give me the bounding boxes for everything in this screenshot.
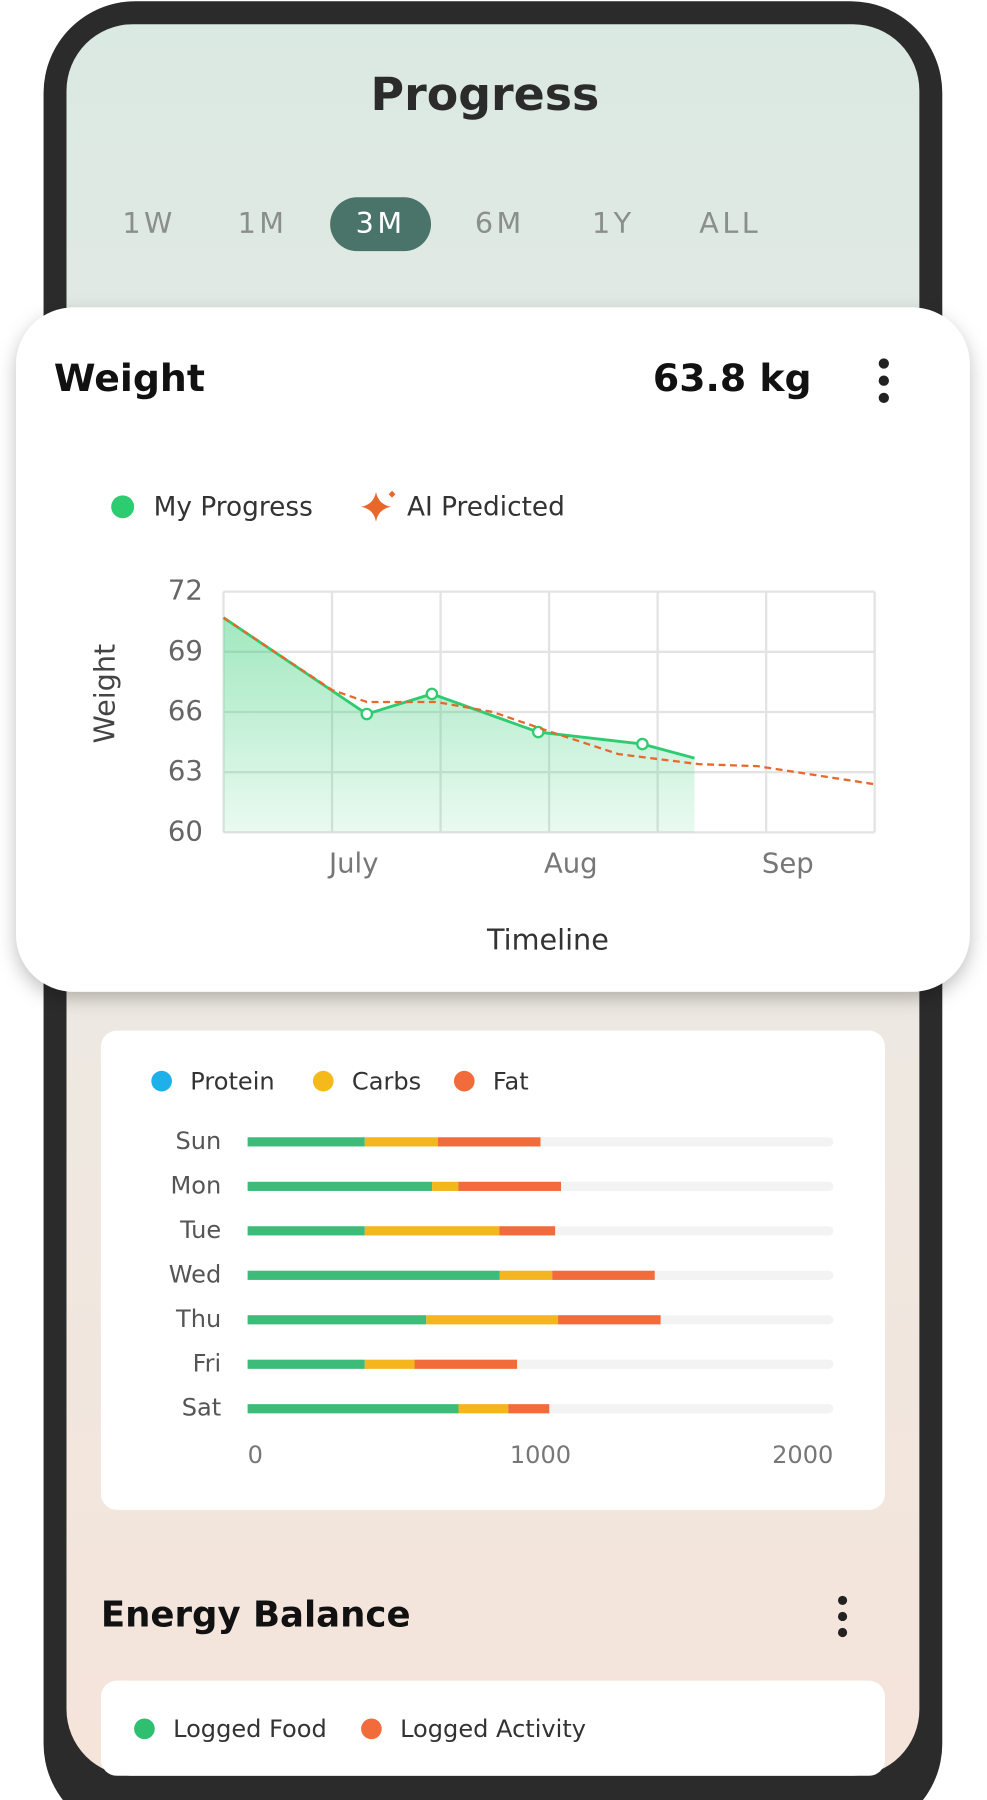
bar-segment (458, 1404, 509, 1414)
legend-dot (111, 495, 135, 519)
tab[interactable]: 1M (238, 206, 288, 240)
x-tick-label: July (327, 847, 378, 879)
bar-segment (247, 1315, 427, 1325)
legend-dot (312, 1070, 334, 1092)
legend-icon (361, 490, 396, 522)
category-label: Sun (175, 1127, 221, 1155)
bar-segment (508, 1404, 550, 1414)
bar-segment (364, 1226, 500, 1236)
y-tick-label: 66 (168, 695, 203, 727)
x-tick-label: 2000 (772, 1441, 833, 1469)
legend-label: Logged Activity (400, 1715, 586, 1743)
point-marker (425, 687, 439, 701)
point-marker (636, 737, 649, 751)
bar-segment (499, 1226, 556, 1236)
x-axis-label: Timeline (486, 922, 609, 956)
category-label: Mon (171, 1171, 222, 1199)
bar-segment (247, 1404, 459, 1414)
bar-segment (458, 1181, 562, 1191)
bar-segment (437, 1137, 541, 1147)
bar-segment (414, 1359, 518, 1369)
legend-label: Carbs (352, 1067, 421, 1095)
bar-segment (426, 1315, 559, 1325)
y-tick-label: 60 (168, 815, 203, 847)
tab[interactable]: 3M (356, 206, 406, 240)
section-title: Energy Balance (101, 1594, 411, 1635)
category-label: Fri (193, 1349, 222, 1377)
tab-selected-bg (330, 197, 432, 252)
bar-segment (247, 1137, 365, 1147)
bar-segment (558, 1315, 661, 1325)
tab[interactable]: 1Y (592, 206, 635, 240)
y-tick-label: 69 (168, 635, 203, 667)
legend-dot (361, 1718, 382, 1740)
macros-card (100, 1030, 885, 1510)
category-label: Thu (175, 1305, 221, 1333)
legend-label: My Progress (154, 492, 313, 522)
bar-segment (499, 1270, 553, 1280)
legend-label: AI Predicted (407, 492, 565, 522)
energy-card (100, 1680, 885, 1776)
tab[interactable]: ALL (699, 206, 761, 240)
category-label: Tue (179, 1216, 221, 1244)
x-tick-label: 1000 (510, 1441, 571, 1469)
category-label: Wed (169, 1260, 221, 1288)
y-tick-label: 72 (168, 575, 203, 607)
legend-label: Logged Food (173, 1715, 327, 1743)
bar-segment (247, 1270, 500, 1280)
area-fill (223, 617, 695, 833)
tab[interactable]: 6M (475, 206, 525, 240)
page-title: Progress (371, 67, 600, 121)
x-tick-label: Sep (762, 847, 814, 879)
legend-label: Fat (493, 1067, 529, 1095)
legend-label: Protein (190, 1067, 274, 1095)
bar-segment (247, 1226, 365, 1236)
x-tick-label: Aug (544, 847, 598, 879)
bar-segment (552, 1270, 655, 1280)
card-title: Weight (54, 356, 205, 400)
series-line (222, 616, 875, 786)
y-tick-label: 63 (168, 755, 203, 787)
weight-card (16, 307, 970, 992)
current-weight: 63.8 kg (653, 356, 812, 400)
legend-dot (453, 1070, 475, 1092)
bar-segment (364, 1359, 415, 1369)
bar-segment (364, 1137, 438, 1147)
bar-segment (247, 1359, 365, 1369)
category-label: Sat (182, 1394, 221, 1422)
menu-button[interactable] (878, 358, 889, 404)
menu-button[interactable] (837, 1595, 848, 1638)
bar-segment (247, 1181, 433, 1191)
bar-segment (432, 1181, 459, 1191)
legend-dot (151, 1070, 172, 1092)
y-axis-label: Weight (88, 644, 122, 744)
legend-dot (134, 1718, 155, 1740)
x-tick-label: 0 (248, 1441, 263, 1469)
series-line (222, 616, 695, 760)
point-marker (360, 707, 374, 721)
tab[interactable]: 1W (122, 206, 175, 240)
